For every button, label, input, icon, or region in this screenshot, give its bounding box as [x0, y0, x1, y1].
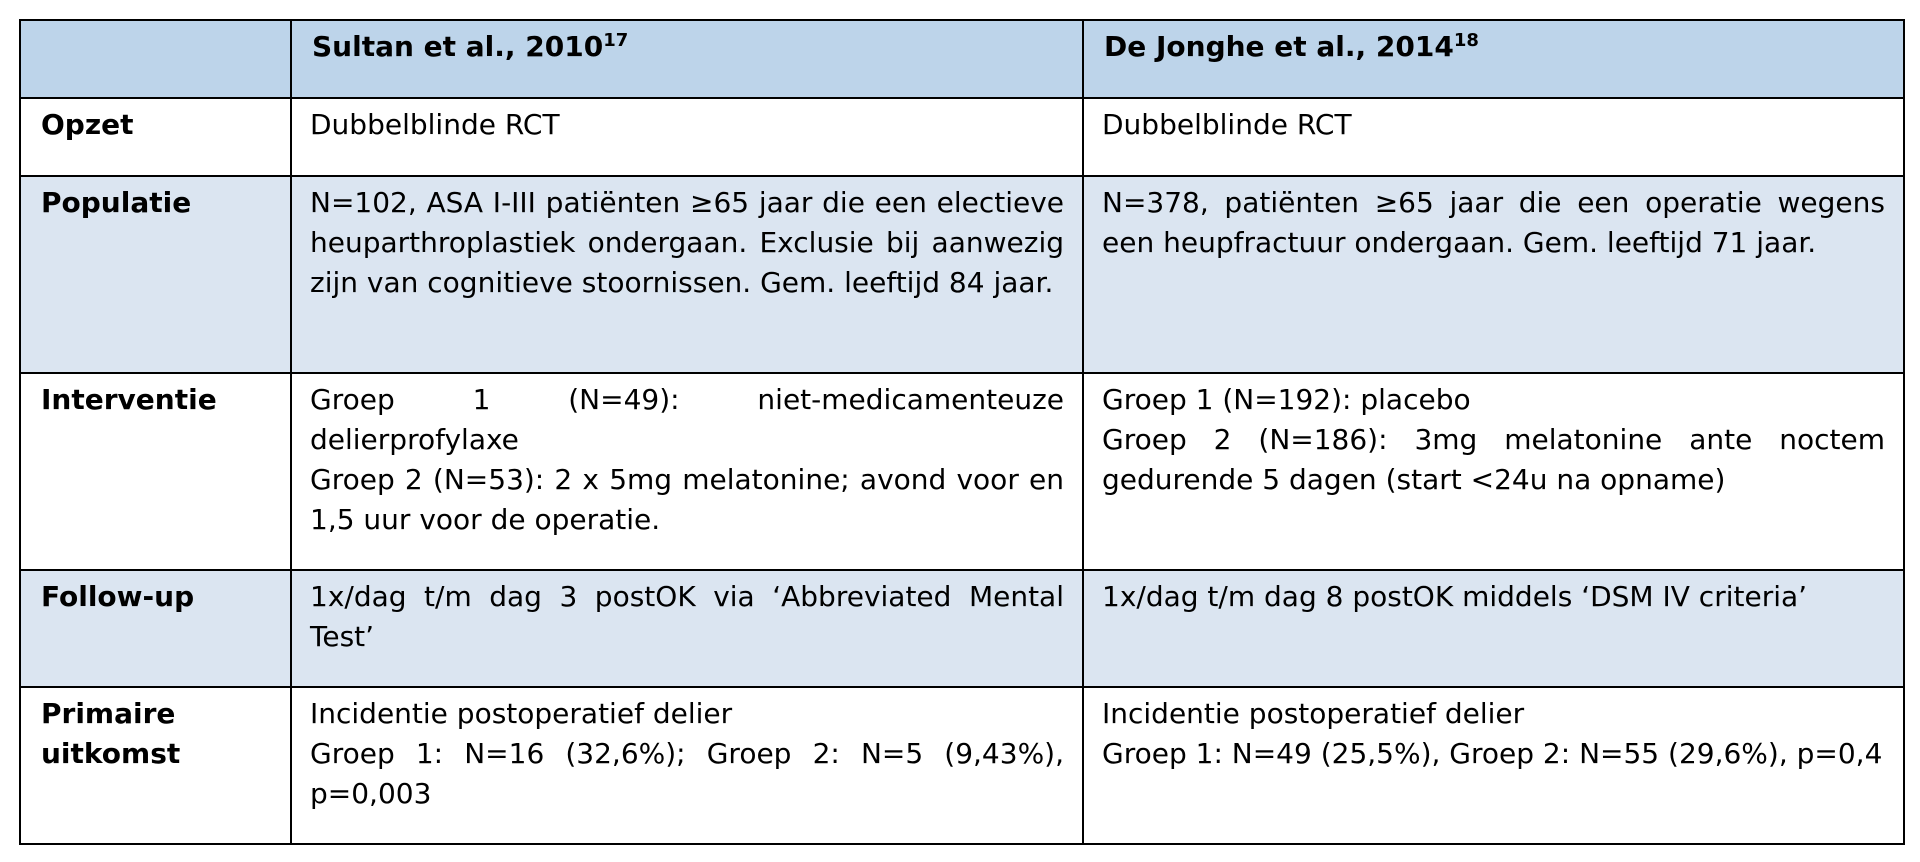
cell-populatie-sultan: N=102, ASA I-III patiënten ≥65 jaar die …: [290, 175, 1084, 374]
comparison-table: Sultan et al., 201017 De Jonghe et al., …: [19, 19, 1905, 845]
table-row: Populatie N=102, ASA I-III patiënten ≥65…: [19, 175, 1905, 374]
header-dejonghe-label: De Jonghe et al., 2014: [1104, 30, 1454, 63]
sultan-uitkomst-title: Incidentie postoperatief delier: [310, 697, 733, 730]
header-empty-cell: [19, 19, 292, 99]
cell-uitkomst-dejonghe: Incidentie postoperatief delier Groep 1:…: [1082, 686, 1905, 845]
header-dejonghe: De Jonghe et al., 201418: [1082, 19, 1905, 99]
cell-follow-up-sultan: 1x/dag t/m dag 3 postOK via ‘Abbreviated…: [290, 569, 1084, 688]
cell-interventie-dejonghe: Groep 1 (N=192): placebo Groep 2 (N=186)…: [1082, 372, 1905, 571]
cell-opzet-sultan: Dubbelblinde RCT: [290, 97, 1084, 177]
cell-opzet-dejonghe: Dubbelblinde RCT: [1082, 97, 1905, 177]
table-row: Primaire uitkomst Incidentie postoperati…: [19, 686, 1905, 845]
dejonghe-uitkomst-title: Incidentie postoperatief delier: [1102, 697, 1525, 730]
row-label-primaire-line2: uitkomst: [41, 737, 181, 770]
sultan-uitkomst-result: Groep 1: N=16 (32,6%); Groep 2: N=5 (9,4…: [310, 737, 1064, 810]
dejonghe-groep2-text: Groep 2 (N=186): 3mg melatonine ante noc…: [1102, 423, 1885, 496]
row-label-primaire-uitkomst: Primaire uitkomst: [19, 686, 292, 845]
cell-populatie-dejonghe: N=378, patiënten ≥65 jaar die een operat…: [1082, 175, 1905, 374]
table-row: Interventie Groep 1 (N=49): niet-medicam…: [19, 372, 1905, 571]
sultan-groep2-text: Groep 2 (N=53): 2 x 5mg melatonine; avon…: [310, 463, 1064, 536]
row-label-follow-up: Follow-up: [19, 569, 292, 688]
header-dejonghe-ref: 18: [1453, 30, 1479, 51]
dejonghe-groep1-text: Groep 1 (N=192): placebo: [1102, 383, 1471, 416]
header-sultan: Sultan et al., 201017: [290, 19, 1084, 99]
row-label-opzet: Opzet: [19, 97, 292, 177]
row-label-primaire-line1: Primaire: [41, 697, 176, 730]
cell-uitkomst-sultan: Incidentie postoperatief delier Groep 1:…: [290, 686, 1084, 845]
cell-interventie-sultan: Groep 1 (N=49): niet-medicamenteuze deli…: [290, 372, 1084, 571]
table-header-row: Sultan et al., 201017 De Jonghe et al., …: [19, 19, 1905, 99]
row-label-populatie: Populatie: [19, 175, 292, 374]
sultan-groep1-text: Groep 1 (N=49): niet-medicamenteuze deli…: [310, 383, 1064, 456]
cell-follow-up-dejonghe: 1x/dag t/m dag 8 postOK middels ‘DSM IV …: [1082, 569, 1905, 688]
dejonghe-uitkomst-result: Groep 1: N=49 (25,5%), Groep 2: N=55 (29…: [1102, 737, 1883, 770]
table-row: Opzet Dubbelblinde RCT Dubbelblinde RCT: [19, 97, 1905, 177]
row-label-interventie: Interventie: [19, 372, 292, 571]
header-sultan-label: Sultan et al., 2010: [312, 30, 604, 63]
header-sultan-ref: 17: [603, 30, 629, 51]
table-row: Follow-up 1x/dag t/m dag 3 postOK via ‘A…: [19, 569, 1905, 688]
